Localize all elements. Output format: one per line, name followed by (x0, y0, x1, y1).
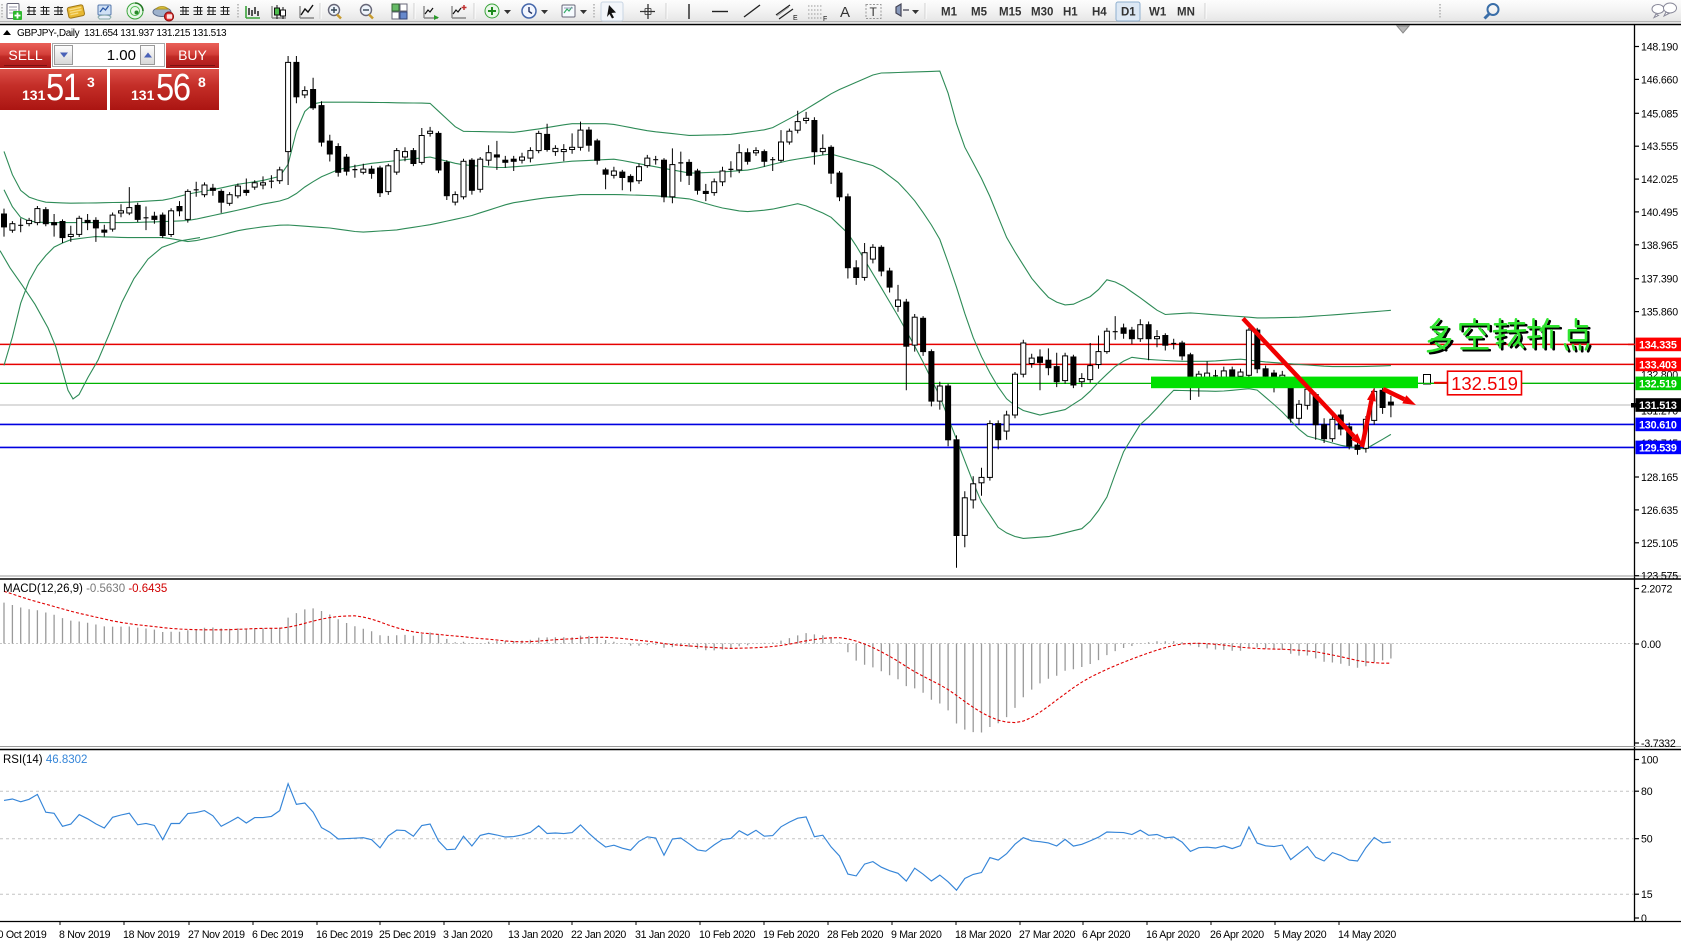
svg-text:F: F (823, 16, 827, 23)
svg-text:133.403: 133.403 (1639, 360, 1677, 372)
svg-text:134.335: 134.335 (1639, 340, 1677, 352)
svg-text:M1: M1 (941, 7, 958, 19)
svg-text:31 Jan 2020: 31 Jan 2020 (635, 929, 690, 941)
svg-text:0.00: 0.00 (1641, 639, 1661, 651)
svg-text:6 Apr 2020: 6 Apr 2020 (1082, 929, 1131, 941)
svg-text:5 May 2020: 5 May 2020 (1274, 929, 1327, 941)
svg-text:129.539: 129.539 (1639, 443, 1677, 455)
svg-text:16 Dec 2019: 16 Dec 2019 (316, 929, 373, 941)
svg-text:H1: H1 (1063, 7, 1078, 19)
svg-text:80: 80 (1641, 786, 1653, 798)
svg-text:27 Mar 2020: 27 Mar 2020 (1019, 929, 1076, 941)
svg-text:50: 50 (1641, 834, 1653, 846)
svg-text:131.513: 131.513 (1639, 400, 1677, 412)
svg-text:28 Feb 2020: 28 Feb 2020 (827, 929, 884, 941)
svg-text:123.575: 123.575 (1641, 571, 1678, 583)
svg-text:25 Dec 2019: 25 Dec 2019 (379, 929, 436, 941)
svg-text:9 Mar 2020: 9 Mar 2020 (891, 929, 942, 941)
svg-text:H4: H4 (1092, 7, 1107, 19)
svg-text:26 Apr 2020: 26 Apr 2020 (1210, 929, 1264, 941)
svg-text:M15: M15 (999, 7, 1022, 19)
svg-text:135.860: 135.860 (1641, 307, 1678, 319)
svg-text:145.085: 145.085 (1641, 108, 1678, 120)
svg-text:3 Jan 2020: 3 Jan 2020 (443, 929, 493, 941)
svg-text:148.190: 148.190 (1641, 42, 1678, 54)
svg-text:6 Dec 2019: 6 Dec 2019 (252, 929, 304, 941)
svg-text:14 May 2020: 14 May 2020 (1338, 929, 1396, 941)
svg-text:W1: W1 (1149, 7, 1167, 19)
svg-text:126.635: 126.635 (1641, 505, 1678, 517)
svg-text:140.495: 140.495 (1641, 207, 1678, 219)
svg-text:16 Apr 2020: 16 Apr 2020 (1146, 929, 1200, 941)
svg-text:30 Oct 2019: 30 Oct 2019 (0, 929, 47, 941)
svg-text:M30: M30 (1031, 7, 1053, 19)
svg-text:146.660: 146.660 (1641, 74, 1678, 86)
svg-text:143.555: 143.555 (1641, 141, 1678, 153)
svg-text:MN: MN (1177, 7, 1195, 19)
svg-text:D1: D1 (1121, 7, 1136, 19)
svg-text:-3.7332: -3.7332 (1641, 738, 1676, 750)
svg-text:15: 15 (1641, 889, 1653, 901)
svg-text:132.519: 132.519 (1639, 379, 1677, 391)
svg-text:130.610: 130.610 (1639, 420, 1677, 432)
svg-text:125.105: 125.105 (1641, 538, 1678, 550)
svg-text:E: E (793, 15, 798, 22)
svg-text:138.965: 138.965 (1641, 240, 1678, 252)
svg-text:18 Nov 2019: 18 Nov 2019 (123, 929, 180, 941)
svg-text:137.390: 137.390 (1641, 274, 1678, 286)
svg-text:MACD(12,26,9) -0.5630 -0.6435: MACD(12,26,9) -0.5630 -0.6435 (3, 583, 167, 595)
svg-text:T: T (870, 5, 878, 19)
svg-text:142.025: 142.025 (1641, 174, 1678, 186)
svg-text:27 Nov 2019: 27 Nov 2019 (188, 929, 245, 941)
svg-text:18 Mar 2020: 18 Mar 2020 (955, 929, 1012, 941)
svg-text:10 Feb 2020: 10 Feb 2020 (699, 929, 756, 941)
svg-text:22 Jan 2020: 22 Jan 2020 (571, 929, 626, 941)
svg-text:RSI(14) 46.8302: RSI(14) 46.8302 (3, 754, 87, 766)
svg-text:100: 100 (1641, 755, 1658, 767)
svg-text:19 Feb 2020: 19 Feb 2020 (763, 929, 820, 941)
svg-text:13 Jan 2020: 13 Jan 2020 (508, 929, 563, 941)
svg-text:2.2072: 2.2072 (1641, 584, 1673, 596)
svg-text:M5: M5 (971, 7, 988, 19)
svg-text:8 Nov 2019: 8 Nov 2019 (59, 929, 111, 941)
svg-text:0: 0 (1641, 913, 1647, 925)
svg-text:128.165: 128.165 (1641, 472, 1678, 484)
svg-text:A: A (840, 4, 850, 21)
svg-text:132.519: 132.519 (1451, 373, 1518, 394)
